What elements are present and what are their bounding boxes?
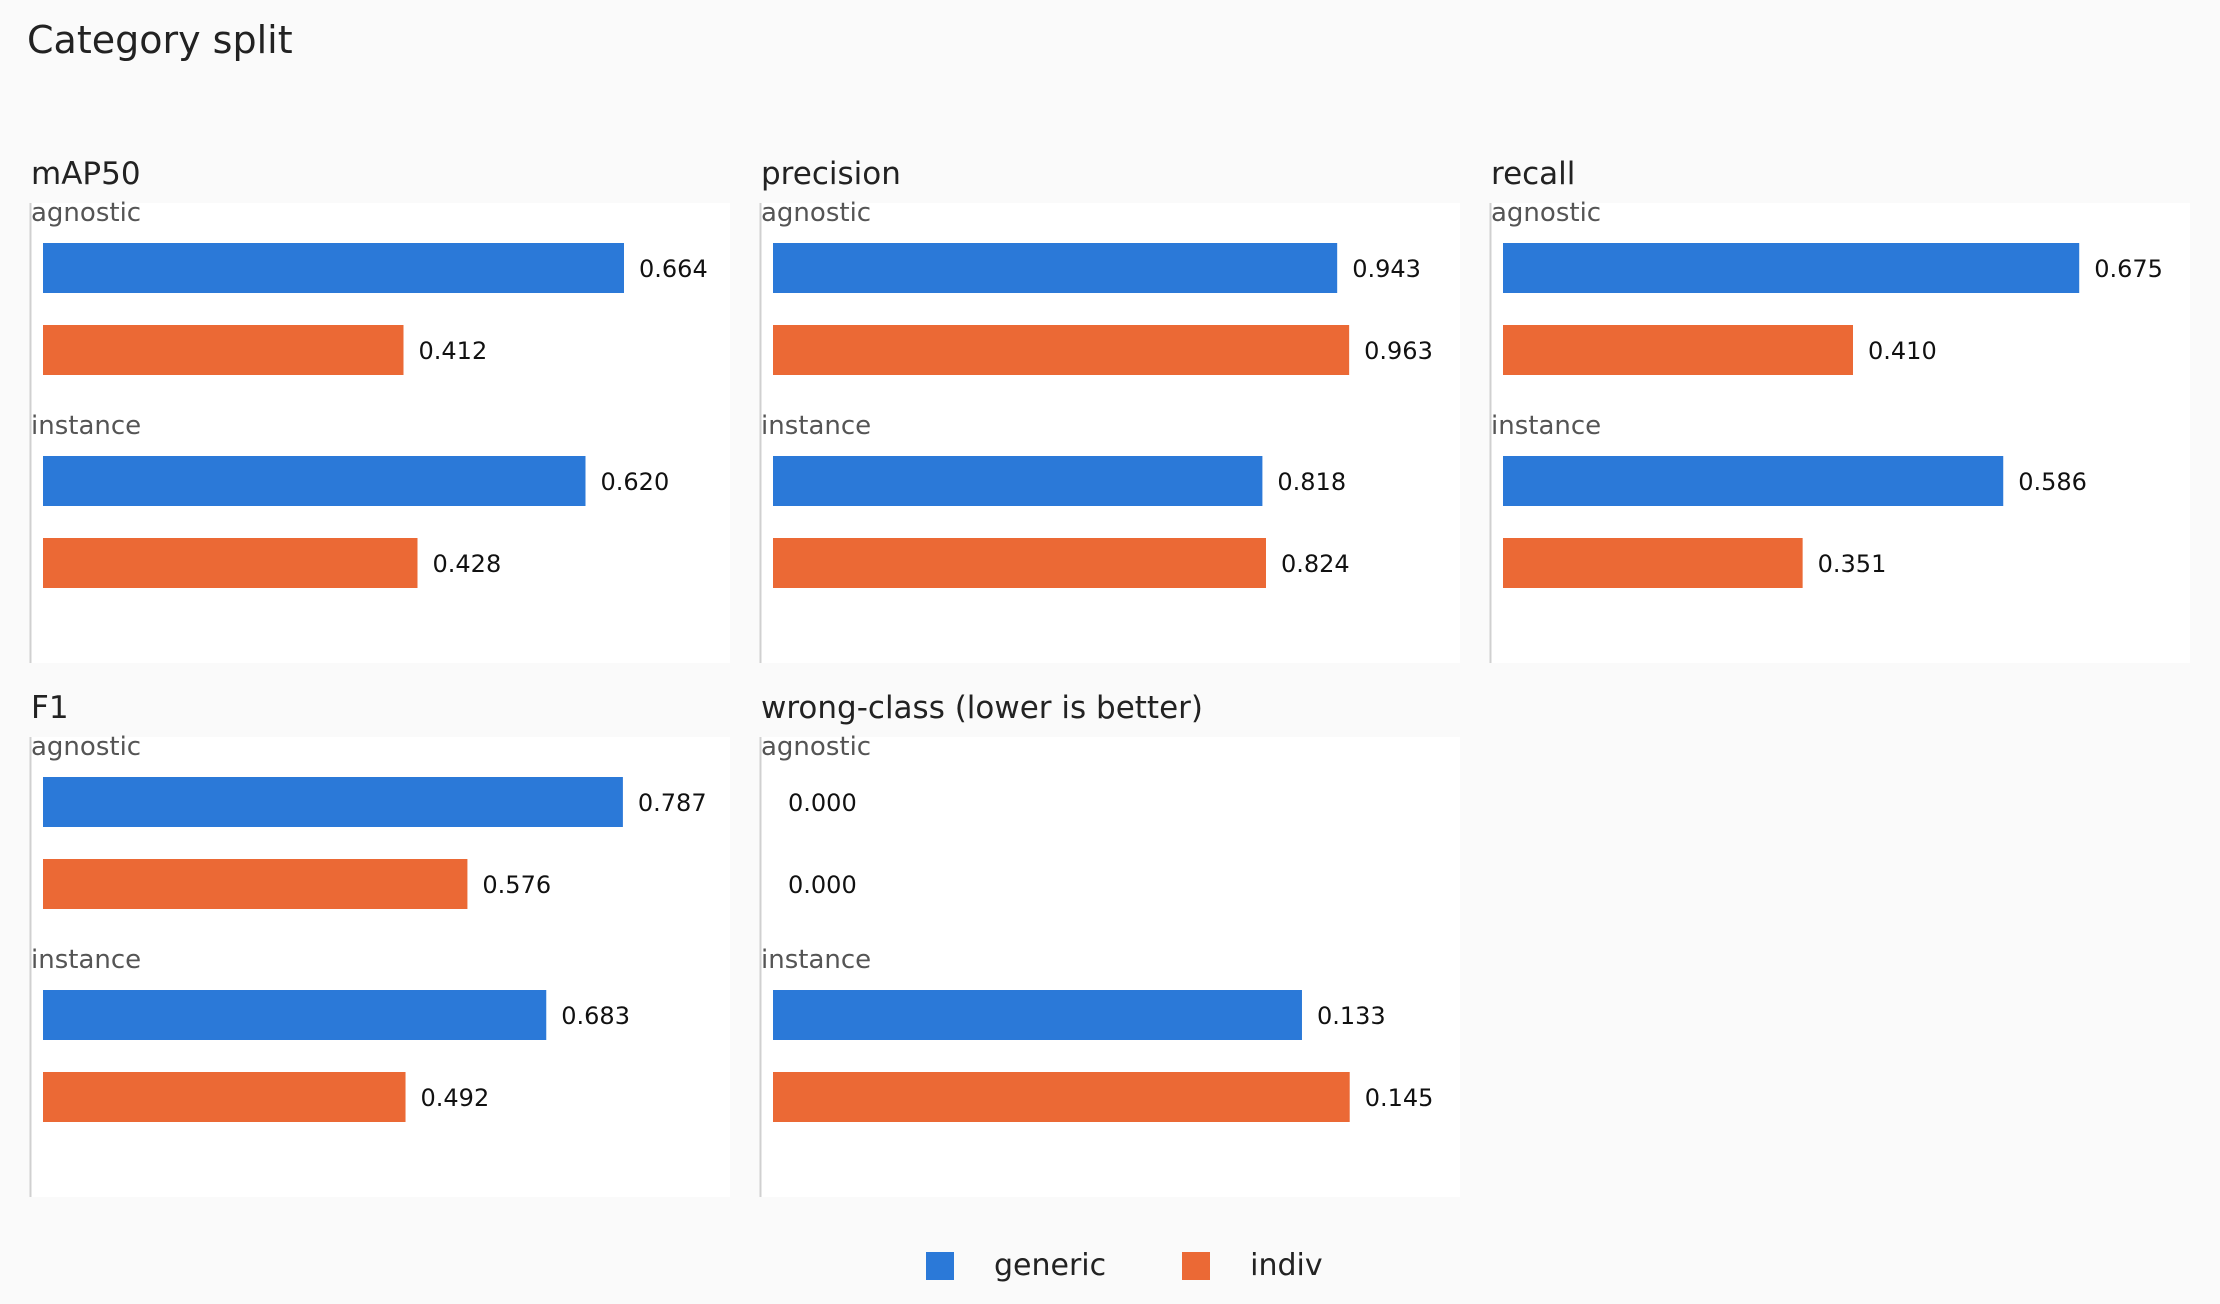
value-label-wrong-class-lower-is-better-agnostic-generic: 0.000 [788, 789, 857, 817]
value-label-f1-agnostic-generic: 0.787 [638, 789, 707, 817]
legend-swatch-indiv [1182, 1251, 1211, 1280]
value-label-map50-instance-indiv: 0.428 [433, 550, 502, 578]
bar-precision-agnostic-generic [773, 243, 1338, 293]
group-label-instance: instance [1491, 411, 1601, 441]
value-label-recall-agnostic-generic: 0.675 [2094, 255, 2163, 283]
panel-title-wrong-class-lower-is-better: wrong-class (lower is better) [761, 690, 1203, 726]
panel-f1: F1 agnostic 0.787 0.576 instance 0.683 0.492 [29, 690, 730, 1197]
group-label-agnostic: agnostic [31, 198, 141, 228]
legend-swatch-generic [926, 1251, 954, 1280]
group-label-instance: instance [761, 411, 871, 441]
value-label-map50-agnostic-indiv: 0.412 [419, 337, 488, 365]
value-label-f1-agnostic-indiv: 0.576 [482, 871, 551, 899]
group-label-agnostic: agnostic [1491, 198, 1601, 228]
figure-title: Category split [27, 18, 293, 62]
bar-map50-agnostic-generic [43, 243, 624, 293]
bar-f1-instance-indiv [43, 1072, 406, 1122]
group-label-instance: instance [31, 945, 141, 975]
panel-title-f1: F1 [31, 690, 69, 726]
bar-wrong-class-lower-is-better-instance-generic [773, 990, 1302, 1040]
legend-label-indiv: indiv [1250, 1248, 1323, 1283]
panel-title-recall: recall [1491, 156, 1575, 192]
bar-precision-instance-indiv [773, 538, 1266, 588]
value-label-precision-instance-indiv: 0.824 [1281, 550, 1350, 578]
bar-map50-agnostic-indiv [43, 325, 404, 375]
group-label-agnostic: agnostic [761, 732, 871, 762]
panel-recall: recall agnostic 0.675 0.410 instance 0.586 0.3… [1489, 156, 2190, 663]
value-label-f1-instance-generic: 0.683 [561, 1002, 630, 1030]
legend-item-generic[interactable]: generic [926, 1248, 1106, 1283]
panel-title-map50: mAP50 [31, 156, 141, 192]
value-label-f1-instance-indiv: 0.492 [421, 1084, 490, 1112]
bar-recall-instance-indiv [1503, 538, 1803, 588]
panel-precision: precision agnostic 0.943 0.963 instance 0.818… [759, 156, 1460, 663]
bar-map50-instance-indiv [43, 538, 418, 588]
bar-recall-agnostic-indiv [1503, 325, 1853, 375]
value-label-precision-agnostic-generic: 0.943 [1352, 255, 1421, 283]
bar-precision-agnostic-indiv [773, 325, 1350, 375]
legend-item-indiv[interactable]: indiv [1182, 1248, 1323, 1283]
value-label-recall-instance-indiv: 0.351 [1818, 550, 1887, 578]
value-label-wrong-class-lower-is-better-instance-generic: 0.133 [1317, 1002, 1386, 1030]
group-label-agnostic: agnostic [31, 732, 141, 762]
value-label-recall-agnostic-indiv: 0.410 [1868, 337, 1937, 365]
bar-map50-instance-generic [43, 456, 586, 506]
bar-wrong-class-lower-is-better-instance-indiv [773, 1072, 1350, 1122]
value-label-precision-agnostic-indiv: 0.963 [1364, 337, 1433, 365]
panel-title-precision: precision [761, 156, 901, 192]
value-label-recall-instance-generic: 0.586 [2018, 468, 2087, 496]
bar-f1-instance-generic [43, 990, 547, 1040]
bar-recall-instance-generic [1503, 456, 2004, 506]
value-label-map50-instance-generic: 0.620 [601, 468, 670, 496]
value-label-wrong-class-lower-is-better-instance-indiv: 0.145 [1365, 1084, 1434, 1112]
value-label-map50-agnostic-generic: 0.664 [639, 255, 708, 283]
bar-f1-agnostic-indiv [43, 859, 468, 909]
group-label-agnostic: agnostic [761, 198, 871, 228]
panel-map50: mAP50 agnostic 0.664 0.412 instance 0.620 0.42… [29, 156, 730, 663]
bar-recall-agnostic-generic [1503, 243, 2080, 293]
value-label-precision-instance-generic: 0.818 [1277, 468, 1346, 496]
value-label-wrong-class-lower-is-better-agnostic-indiv: 0.000 [788, 871, 857, 899]
legend-label-generic: generic [994, 1248, 1107, 1283]
legend: generic indiv [926, 1248, 1323, 1283]
group-label-instance: instance [761, 945, 871, 975]
bar-f1-agnostic-generic [43, 777, 623, 827]
panel-wrong-class-lower-is-better: wrong-class (lower is better) agnostic 0.0… [759, 690, 1460, 1197]
bar-precision-instance-generic [773, 456, 1263, 506]
group-label-instance: instance [31, 411, 141, 441]
